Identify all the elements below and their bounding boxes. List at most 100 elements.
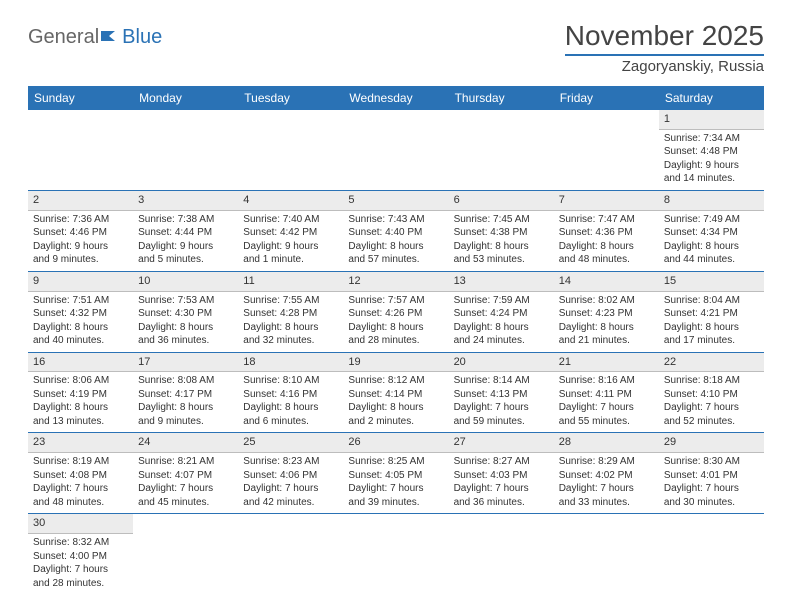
day-line: Daylight: 7 hours xyxy=(348,482,443,496)
day-line: Daylight: 8 hours xyxy=(33,401,128,415)
day-line: Sunrise: 8:10 AM xyxy=(243,374,338,388)
calendar-cell: 15Sunrise: 8:04 AMSunset: 4:21 PMDayligh… xyxy=(659,271,764,352)
month-title: November 2025 xyxy=(565,20,764,52)
calendar-cell: 11Sunrise: 7:55 AMSunset: 4:28 PMDayligh… xyxy=(238,271,343,352)
day-body: Sunrise: 8:30 AMSunset: 4:01 PMDaylight:… xyxy=(659,453,764,513)
day-body: Sunrise: 7:38 AMSunset: 4:44 PMDaylight:… xyxy=(133,211,238,271)
day-line: and 9 minutes. xyxy=(138,415,233,429)
day-body: Sunrise: 8:02 AMSunset: 4:23 PMDaylight:… xyxy=(554,292,659,352)
calendar-week: 30Sunrise: 8:32 AMSunset: 4:00 PMDayligh… xyxy=(28,514,764,594)
day-line: Daylight: 9 hours xyxy=(243,240,338,254)
calendar-cell: 13Sunrise: 7:59 AMSunset: 4:24 PMDayligh… xyxy=(449,271,554,352)
day-line: Sunrise: 7:45 AM xyxy=(454,213,549,227)
day-body: Sunrise: 8:12 AMSunset: 4:14 PMDaylight:… xyxy=(343,372,448,432)
day-body: Sunrise: 8:32 AMSunset: 4:00 PMDaylight:… xyxy=(28,534,133,594)
calendar-cell xyxy=(659,514,764,594)
day-line: Sunset: 4:14 PM xyxy=(348,388,443,402)
day-line: and 17 minutes. xyxy=(664,334,759,348)
day-line: Sunset: 4:30 PM xyxy=(138,307,233,321)
day-line: Sunrise: 7:53 AM xyxy=(138,294,233,308)
day-line: and 24 minutes. xyxy=(454,334,549,348)
day-number: 27 xyxy=(449,433,554,453)
calendar-week: 16Sunrise: 8:06 AMSunset: 4:19 PMDayligh… xyxy=(28,352,764,433)
day-number: 7 xyxy=(554,191,659,211)
day-line: and 57 minutes. xyxy=(348,253,443,267)
calendar-table: Sunday Monday Tuesday Wednesday Thursday… xyxy=(28,86,764,594)
col-wednesday: Wednesday xyxy=(343,86,448,110)
calendar-cell: 14Sunrise: 8:02 AMSunset: 4:23 PMDayligh… xyxy=(554,271,659,352)
day-line: Sunrise: 8:04 AM xyxy=(664,294,759,308)
calendar-cell: 25Sunrise: 8:23 AMSunset: 4:06 PMDayligh… xyxy=(238,433,343,514)
day-line: Sunset: 4:40 PM xyxy=(348,226,443,240)
day-body: Sunrise: 8:04 AMSunset: 4:21 PMDaylight:… xyxy=(659,292,764,352)
day-line: and 36 minutes. xyxy=(454,496,549,510)
day-body: Sunrise: 8:25 AMSunset: 4:05 PMDaylight:… xyxy=(343,453,448,513)
day-line: Sunset: 4:02 PM xyxy=(559,469,654,483)
title-rule xyxy=(565,54,764,56)
day-line: and 5 minutes. xyxy=(138,253,233,267)
day-line: Sunset: 4:07 PM xyxy=(138,469,233,483)
day-body: Sunrise: 8:10 AMSunset: 4:16 PMDaylight:… xyxy=(238,372,343,432)
day-number: 15 xyxy=(659,272,764,292)
day-line: and 14 minutes. xyxy=(664,172,759,186)
day-header-row: Sunday Monday Tuesday Wednesday Thursday… xyxy=(28,86,764,110)
day-line: Sunset: 4:11 PM xyxy=(559,388,654,402)
day-line: Daylight: 7 hours xyxy=(664,401,759,415)
day-number: 2 xyxy=(28,191,133,211)
calendar-cell: 10Sunrise: 7:53 AMSunset: 4:30 PMDayligh… xyxy=(133,271,238,352)
day-line: Daylight: 7 hours xyxy=(243,482,338,496)
day-body: Sunrise: 7:51 AMSunset: 4:32 PMDaylight:… xyxy=(28,292,133,352)
day-number: 22 xyxy=(659,353,764,373)
day-number: 11 xyxy=(238,272,343,292)
day-body: Sunrise: 8:23 AMSunset: 4:06 PMDaylight:… xyxy=(238,453,343,513)
day-line: Daylight: 7 hours xyxy=(559,482,654,496)
calendar-cell xyxy=(449,514,554,594)
day-line: Daylight: 8 hours xyxy=(243,321,338,335)
day-line: and 28 minutes. xyxy=(348,334,443,348)
day-line: Daylight: 8 hours xyxy=(454,321,549,335)
day-line: Sunrise: 8:30 AM xyxy=(664,455,759,469)
day-line: Sunset: 4:16 PM xyxy=(243,388,338,402)
day-line: and 6 minutes. xyxy=(243,415,338,429)
day-line: Sunset: 4:05 PM xyxy=(348,469,443,483)
day-number: 1 xyxy=(659,110,764,130)
day-line: Daylight: 8 hours xyxy=(348,321,443,335)
day-line: and 32 minutes. xyxy=(243,334,338,348)
day-line: and 2 minutes. xyxy=(348,415,443,429)
day-body: Sunrise: 7:57 AMSunset: 4:26 PMDaylight:… xyxy=(343,292,448,352)
day-number: 21 xyxy=(554,353,659,373)
day-number: 6 xyxy=(449,191,554,211)
calendar-cell: 17Sunrise: 8:08 AMSunset: 4:17 PMDayligh… xyxy=(133,352,238,433)
calendar-week: 1Sunrise: 7:34 AMSunset: 4:48 PMDaylight… xyxy=(28,110,764,190)
calendar-cell: 12Sunrise: 7:57 AMSunset: 4:26 PMDayligh… xyxy=(343,271,448,352)
day-body: Sunrise: 7:36 AMSunset: 4:46 PMDaylight:… xyxy=(28,211,133,271)
calendar-cell: 27Sunrise: 8:27 AMSunset: 4:03 PMDayligh… xyxy=(449,433,554,514)
calendar-cell xyxy=(554,110,659,190)
day-number: 19 xyxy=(343,353,448,373)
day-line: Sunrise: 7:47 AM xyxy=(559,213,654,227)
day-number: 16 xyxy=(28,353,133,373)
day-number: 24 xyxy=(133,433,238,453)
day-line: Sunset: 4:32 PM xyxy=(33,307,128,321)
day-line: Daylight: 9 hours xyxy=(138,240,233,254)
day-number: 4 xyxy=(238,191,343,211)
day-body: Sunrise: 7:45 AMSunset: 4:38 PMDaylight:… xyxy=(449,211,554,271)
day-line: Sunrise: 8:02 AM xyxy=(559,294,654,308)
title-block: November 2025 Zagoryanskiy, Russia xyxy=(565,20,764,76)
day-line: and 36 minutes. xyxy=(138,334,233,348)
day-line: Sunset: 4:34 PM xyxy=(664,226,759,240)
day-body: Sunrise: 7:47 AMSunset: 4:36 PMDaylight:… xyxy=(554,211,659,271)
day-line: Sunset: 4:06 PM xyxy=(243,469,338,483)
day-line: Daylight: 7 hours xyxy=(33,563,128,577)
day-body: Sunrise: 7:53 AMSunset: 4:30 PMDaylight:… xyxy=(133,292,238,352)
day-line: Sunset: 4:17 PM xyxy=(138,388,233,402)
day-line: and 45 minutes. xyxy=(138,496,233,510)
logo-text-general: General xyxy=(28,26,99,49)
calendar-cell: 28Sunrise: 8:29 AMSunset: 4:02 PMDayligh… xyxy=(554,433,659,514)
day-line: Sunset: 4:24 PM xyxy=(454,307,549,321)
day-line: Daylight: 7 hours xyxy=(454,482,549,496)
calendar-cell: 5Sunrise: 7:43 AMSunset: 4:40 PMDaylight… xyxy=(343,190,448,271)
day-line: Daylight: 8 hours xyxy=(138,321,233,335)
day-line: Sunset: 4:08 PM xyxy=(33,469,128,483)
day-number: 5 xyxy=(343,191,448,211)
